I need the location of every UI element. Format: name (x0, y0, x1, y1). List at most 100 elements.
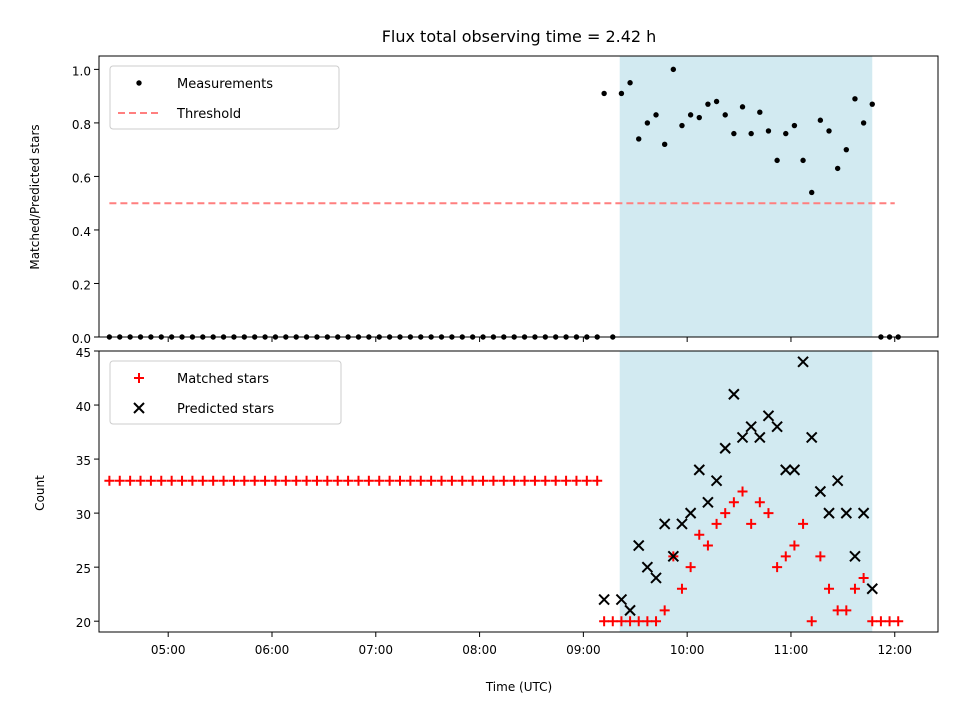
matched-star-point (824, 583, 835, 594)
measurement-point (817, 117, 824, 123)
predicted-star-point (650, 572, 662, 584)
chart-title: Flux total observing time = 2.42 h (382, 27, 657, 46)
predicted-star-point (788, 464, 801, 476)
matched-star-point (592, 475, 603, 486)
legend-predicted-swatch (133, 402, 145, 414)
measurement-point (765, 128, 772, 134)
measurement-point (670, 66, 677, 73)
x-tick-label: 05:00 (151, 643, 186, 657)
matched-star-point (867, 616, 878, 627)
measurement-point (834, 165, 841, 172)
predicted-star-point (857, 507, 870, 519)
matched-star-point (197, 475, 208, 486)
predicted-star-point (684, 507, 697, 519)
predicted-star-point (676, 518, 688, 530)
matched-star-point (145, 475, 156, 486)
matched-star-point (301, 475, 312, 486)
matched-star-point (884, 616, 895, 627)
matched-star-point (166, 475, 177, 486)
x-tick-label: 10:00 (670, 643, 705, 657)
matched-star-point (815, 551, 826, 562)
matched-star-point (685, 562, 696, 573)
predicted-star-point (780, 464, 792, 476)
matched-star-point (426, 475, 437, 486)
matched-star-point (571, 475, 582, 486)
measurement-point (601, 90, 607, 97)
bottom-y-tick-label: 30 (76, 508, 91, 522)
matched-star-point (550, 475, 561, 486)
measurement-point (696, 114, 702, 121)
matched-star-point (125, 475, 136, 486)
matched-star-point (104, 475, 115, 486)
predicted-star-point (633, 539, 645, 552)
predicted-star-point (615, 593, 628, 606)
predicted-star-point (754, 431, 766, 444)
matched-star-point (728, 497, 739, 508)
matched-star-point (849, 583, 860, 594)
predicted-star-point (771, 420, 783, 433)
matched-star-point (498, 475, 509, 486)
measurement-point (653, 112, 659, 118)
matched-star-point (239, 475, 250, 486)
matched-star-point (806, 616, 817, 627)
matched-star-point (858, 572, 869, 583)
predicted-star-point (693, 464, 705, 476)
predicted-star-point (823, 507, 835, 519)
matched-star-point (651, 616, 662, 627)
predicted-star-point (797, 356, 809, 368)
bottom-legend-box (109, 360, 342, 425)
matched-star-point (208, 475, 219, 486)
matched-star-point (280, 475, 291, 486)
measurement-point (791, 122, 798, 129)
top-legend-box (109, 65, 340, 130)
matched-star-point (599, 616, 610, 627)
predicted-star-point (658, 518, 671, 530)
measurement-point (809, 189, 815, 196)
measurement-point (644, 120, 651, 126)
matched-star-point (737, 486, 748, 497)
measurement-point (852, 96, 858, 102)
top-shaded-region (619, 56, 873, 337)
bottom-y-tick-label: 45 (76, 346, 91, 360)
predicted-star-point (598, 593, 610, 606)
matched-star-point (395, 475, 406, 486)
matched-star-point (478, 475, 489, 486)
top-y-tick-label: 0.4 (72, 225, 91, 239)
matched-star-point (156, 475, 167, 486)
matched-star-point (720, 508, 731, 519)
matched-star-point (384, 475, 395, 486)
predicted-star-point (710, 474, 723, 487)
bottom-axes-frame (98, 350, 939, 633)
matched-star-point (374, 475, 385, 486)
matched-star-point (746, 518, 757, 529)
matched-star-point (711, 518, 722, 529)
measurement-point (661, 141, 668, 148)
matched-star-point (405, 475, 416, 486)
measurement-point (800, 157, 806, 164)
top-y-tick-label: 1.0 (72, 64, 91, 78)
matched-star-point (446, 475, 457, 486)
measurement-point (636, 136, 642, 142)
x-axis-label: Time (UTC) (485, 680, 552, 694)
bottom-legend-label: Matched stars (177, 372, 269, 387)
top-legend-label: Measurements (177, 77, 273, 92)
measurement-point (713, 98, 720, 105)
matched-star-point (249, 475, 260, 486)
x-tick-label: 06:00 (255, 643, 290, 657)
predicted-star-point (806, 431, 818, 444)
matched-star-point (488, 475, 499, 486)
legend-matched-swatch (134, 373, 144, 383)
top-panel: 0.0 0.2 0.4 0.6 0.8 1.0 Measurements Threshold (72, 55, 939, 346)
x-tick-label: 11:00 (774, 643, 809, 657)
matched-star-point (780, 551, 791, 562)
predicted-star-point (719, 442, 731, 454)
matched-star-point (187, 475, 198, 486)
x-tick-label: 12:00 (877, 643, 912, 657)
predicted-star-point (728, 388, 740, 400)
matched-star-point (789, 540, 800, 551)
top-y-tick-label: 0.2 (72, 278, 91, 292)
matched-star-point (467, 475, 478, 486)
bottom-y-tick-label: 20 (76, 616, 91, 630)
legend-measurement-swatch (136, 80, 142, 86)
matched-star-point (659, 605, 670, 616)
